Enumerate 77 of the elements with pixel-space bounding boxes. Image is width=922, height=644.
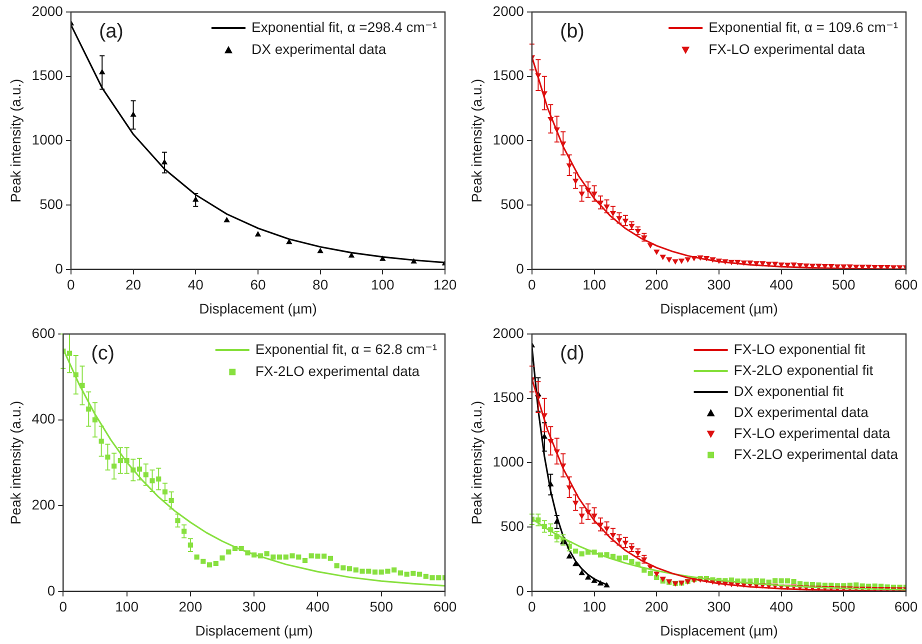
x-tick-label: 20	[126, 276, 142, 293]
legend-label: DX experimental data	[734, 404, 869, 420]
point	[317, 248, 324, 254]
point	[254, 231, 262, 236]
legend-label: Exponential fit, α = 62.8 cm⁻¹	[255, 340, 438, 357]
annotation: (b)	[560, 20, 584, 43]
y-tick-label: 1500	[32, 67, 64, 84]
legend-label: Exponential fit, α = 109.6 cm⁻¹	[708, 18, 898, 35]
legend-label: DX exponential fit	[734, 382, 844, 399]
x-tick-label: 100	[370, 276, 395, 293]
x-tick-label: 400	[770, 598, 794, 615]
annotation: (c)	[91, 342, 114, 365]
point	[348, 252, 355, 258]
y-tick-label: 400	[32, 410, 56, 427]
legend-label: FX-LO experimental data	[734, 424, 890, 441]
legend-label: Exponential fit, α =298.4 cm⁻¹	[251, 18, 438, 35]
legend-label: FX-2LO exponential fit	[734, 362, 874, 378]
x-tick-label: 300	[242, 598, 266, 615]
x-tick-label: 200	[644, 276, 669, 293]
x-axis-title: Displacement (µm)	[660, 300, 778, 316]
x-tick-label: 400	[770, 276, 794, 293]
y-tick-label: 200	[32, 496, 56, 512]
y-tick-label: 1500	[492, 67, 524, 84]
x-tick-label: 500	[832, 598, 856, 615]
legend-label: DX experimental data	[251, 40, 386, 57]
x-tick-label: 80	[312, 276, 328, 293]
x-tick-label: 600	[894, 276, 918, 293]
y-tick-label: 1000	[492, 132, 524, 148]
x-tick-label: 0	[528, 598, 536, 615]
x-tick-label: 60	[250, 276, 266, 293]
x-tick-label: 500	[832, 276, 856, 293]
legend-label: FX-LO exponential fit	[734, 340, 866, 357]
y-tick-label: 1500	[492, 389, 524, 406]
point	[578, 570, 585, 576]
y-axis-title: Peak intensity (a.u.)	[7, 78, 24, 203]
y-axis-title: Peak intensity (a.u.)	[468, 400, 484, 525]
y-axis-title: Peak intensity (a.u.)	[7, 400, 24, 525]
x-tick-label: 0	[67, 276, 76, 293]
x-tick-label: 300	[707, 598, 731, 615]
x-tick-label: 40	[188, 276, 204, 293]
annotation: (d)	[560, 342, 584, 365]
point	[566, 553, 572, 558]
x-axis-title: Displacement (µm)	[660, 622, 778, 638]
legend-label: FX-LO experimental data	[708, 40, 866, 57]
legend-label: FX-2LO experimental data	[734, 446, 898, 462]
y-axis-title: Peak intensity (a.u.)	[468, 78, 484, 203]
y-tick-label: 2000	[492, 324, 524, 341]
y-tick-label: 1000	[32, 132, 64, 148]
x-tick-label: 0	[528, 276, 536, 293]
x-axis-title: Displacement (µm)	[195, 622, 313, 638]
y-tick-label: 500	[40, 196, 64, 212]
y-tick-label: 1000	[492, 454, 524, 470]
y-tick-label: 0	[55, 260, 64, 276]
x-tick-label: 100	[115, 598, 139, 615]
x-tick-label: 400	[306, 598, 330, 615]
y-tick-label: 2000	[32, 2, 64, 19]
y-tick-label: 0	[516, 582, 524, 598]
x-tick-label: 500	[370, 598, 394, 615]
point	[224, 216, 230, 222]
x-tick-label: 100	[582, 598, 606, 615]
y-tick-label: 0	[516, 260, 524, 276]
y-tick-label: 500	[500, 196, 524, 212]
y-tick-label: 600	[32, 324, 56, 341]
x-tick-label: 300	[707, 276, 731, 293]
legend-label: FX-2LO experimental data	[255, 362, 420, 379]
x-tick-label: 120	[433, 276, 457, 293]
y-tick-label: 500	[500, 518, 524, 534]
y-tick-label: 2000	[492, 2, 524, 19]
x-tick-label: 200	[644, 598, 669, 615]
point	[604, 582, 610, 588]
x-tick-label: 600	[433, 598, 457, 615]
annotation: (a)	[98, 20, 124, 43]
x-tick-label: 600	[894, 598, 918, 615]
x-tick-label: 100	[582, 276, 606, 293]
x-tick-label: 200	[178, 598, 202, 615]
x-axis-title: Displacement (µm)	[199, 300, 317, 316]
y-tick-label: 0	[47, 582, 56, 598]
